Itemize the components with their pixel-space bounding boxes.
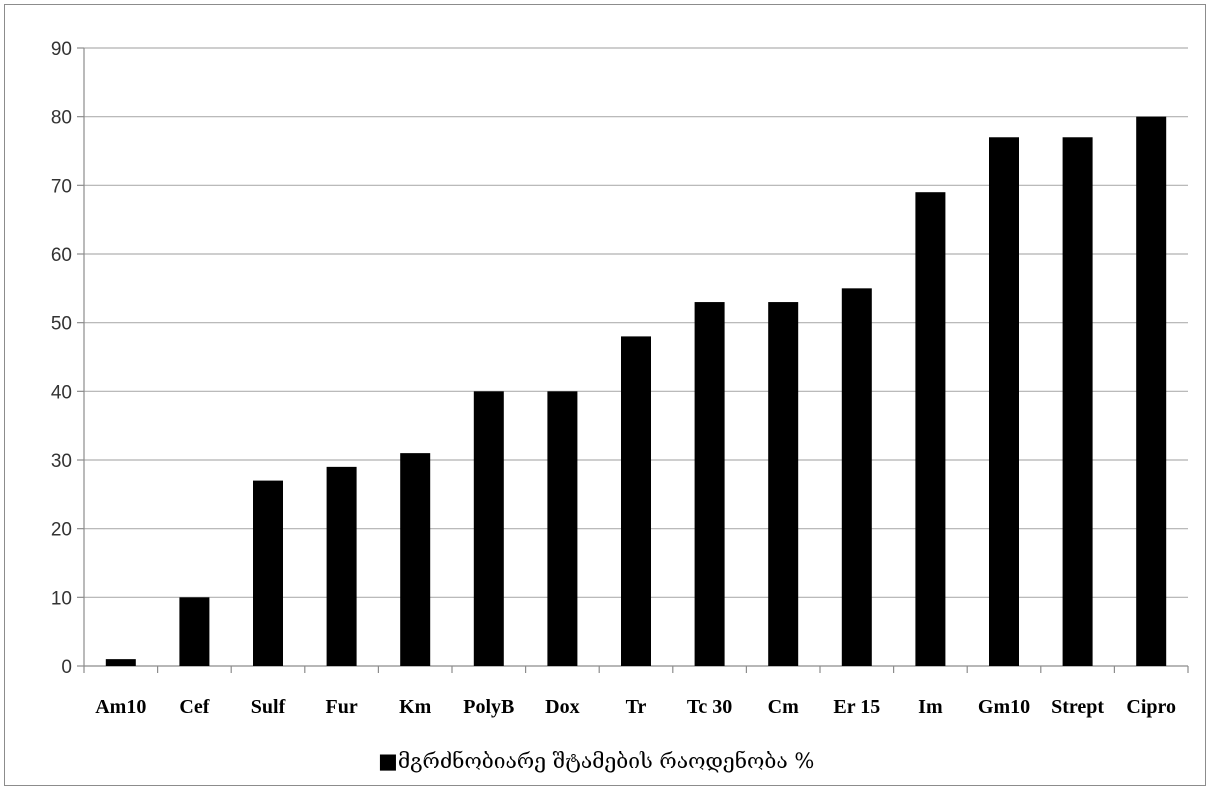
y-tick-label: 90: [51, 39, 72, 60]
x-tick-label: Km: [399, 696, 432, 718]
x-tick-label: Sulf: [251, 696, 286, 718]
bar: [473, 391, 504, 666]
bar: [547, 391, 578, 666]
x-tick-label: Fur: [325, 696, 357, 718]
bar: [694, 302, 725, 666]
y-tick-label: 60: [51, 245, 72, 266]
y-tick-label: 0: [61, 657, 72, 678]
y-tick-label: 50: [51, 314, 72, 335]
y-tick-label: 30: [51, 451, 72, 472]
bar: [326, 466, 357, 666]
x-tick-label: Cm: [768, 696, 799, 718]
y-tick-label: 70: [51, 176, 72, 197]
bar: [253, 480, 283, 666]
bar: [768, 302, 799, 666]
y-tick-label: 80: [51, 108, 72, 129]
bar: [841, 288, 872, 666]
x-tick-label: Er 15: [833, 696, 880, 718]
x-tick-label: Cef: [179, 696, 209, 718]
x-tick-label: Tr: [626, 696, 647, 718]
bars: [105, 116, 1167, 666]
x-tick-label: Gm10: [978, 696, 1030, 718]
x-tick-label: PolyB: [463, 696, 514, 718]
bar: [1062, 137, 1093, 666]
y-tick-label: 40: [51, 382, 72, 403]
legend: ■მგრძნობიარე შტამების რაოდენობა %: [378, 749, 814, 773]
bar: [989, 137, 1019, 666]
x-tick-label: Tc 30: [687, 696, 732, 718]
bar: [915, 192, 946, 666]
bar: [105, 659, 136, 666]
x-tick-label: Strept: [1051, 696, 1104, 718]
y-tick-label: 20: [51, 520, 72, 541]
x-tick-label: Am10: [95, 696, 146, 718]
x-tick-label: Dox: [545, 696, 579, 718]
legend-label: ■მგრძნობიარე შტამების რაოდენობა %: [378, 749, 814, 773]
bar: [400, 453, 431, 666]
bar: [179, 597, 210, 666]
y-axis: 0 10 20 30 40 50 60 70 80 90: [51, 39, 85, 678]
y-tick-label: 10: [51, 588, 72, 609]
x-tick-label: Cipro: [1126, 696, 1176, 718]
x-axis: Am10 Cef Sulf Fur Km PolyB Dox Tr Tc 30 Cm Er 15 Im…: [83, 666, 1189, 718]
bar: [1136, 116, 1167, 666]
x-tick-label: Im: [918, 696, 943, 718]
bar: [621, 336, 651, 666]
